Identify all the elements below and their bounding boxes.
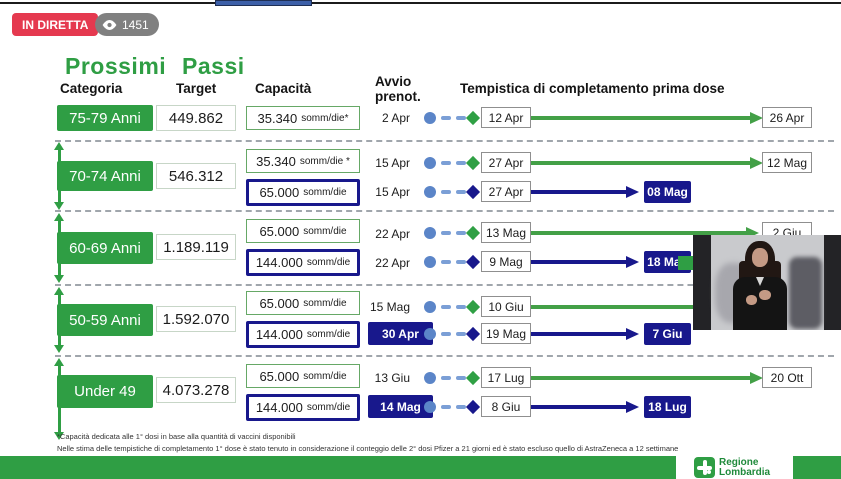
capacity-box: 65.000 somm/die xyxy=(246,291,360,315)
milestone-date: 13 Mag xyxy=(481,222,531,243)
milestone-date: 9 Mag xyxy=(481,251,531,272)
column-header-target: Target xyxy=(176,81,217,96)
end-date-highlighted: 7 Giu xyxy=(644,323,691,345)
viewer-count: 1451 xyxy=(122,17,149,32)
viewer-count-badge: 1451 xyxy=(95,13,159,36)
video-letterbox-right xyxy=(824,235,841,330)
capacity-box: 144.000 somm/die xyxy=(246,394,360,421)
capacity-box: 65.000 somm/die xyxy=(246,219,360,243)
footnote-2: Nelle stima delle tempistiche di complet… xyxy=(57,444,679,453)
milestone-date: 19 Mag xyxy=(481,323,531,344)
row-separator xyxy=(55,284,834,286)
capacity-box: 35.340 somm/die * xyxy=(246,149,360,173)
column-header-capacita: Capacità xyxy=(255,81,312,96)
capacity-box: 65.000 somm/die xyxy=(246,364,360,388)
target-box: 4.073.278 xyxy=(156,377,236,403)
avvio-date: 2 Apr xyxy=(381,111,410,125)
interpreter-video-overlay[interactable] xyxy=(693,235,841,330)
logo-text: Regione Lombardia xyxy=(719,456,771,478)
background-shadow xyxy=(789,257,822,329)
avvio-date-highlighted: 30 Apr xyxy=(368,322,433,345)
capacity-box: 144.000 somm/die xyxy=(246,321,360,348)
milestone-date: 12 Apr xyxy=(481,107,531,128)
milestone-date: 10 Giu xyxy=(481,296,531,317)
target-box: 1.189.119 xyxy=(156,234,236,260)
capacity-box: 35.340 somm/die* xyxy=(246,106,360,130)
avvio-date: 13 Giu xyxy=(374,371,410,385)
occluded-slide-element xyxy=(678,256,694,270)
column-header-categoria: Categoria xyxy=(60,81,123,96)
category-box-75-79: 75-79 Anni xyxy=(57,105,153,131)
column-header-avvio: Avvio prenot. xyxy=(375,74,421,104)
player-top-border xyxy=(0,2,841,4)
row-separator xyxy=(55,355,834,357)
milestone-date: 27 Apr xyxy=(481,181,531,202)
avvio-date: 15 Mag xyxy=(369,300,410,314)
eye-icon xyxy=(102,19,117,31)
capacity-box: 144.000 somm/die xyxy=(246,249,360,276)
live-badge-label: IN DIRETTA xyxy=(22,17,89,32)
category-box-under-49: Under 49 xyxy=(57,375,153,408)
end-date: 12 Mag xyxy=(762,152,812,173)
category-box-50-59: 50-59 Anni xyxy=(57,304,153,336)
avvio-date: 22 Apr xyxy=(375,256,410,270)
live-badge: IN DIRETTA xyxy=(12,13,99,36)
avvio-date: 15 Apr xyxy=(375,185,410,199)
milestone-date: 8 Giu xyxy=(481,396,531,417)
avvio-date: 22 Apr xyxy=(375,227,410,241)
row-separator xyxy=(55,210,834,212)
category-box-60-69: 60-69 Anni xyxy=(57,232,153,264)
end-date: 26 Apr xyxy=(762,107,812,128)
target-box: 546.312 xyxy=(156,163,236,189)
milestone-date: 17 Lug xyxy=(481,367,531,388)
end-date-highlighted: 18 Lug xyxy=(644,396,691,418)
progress-bar[interactable] xyxy=(215,0,312,6)
video-letterbox-left xyxy=(693,235,711,330)
end-date-highlighted: 08 Mag xyxy=(644,181,691,203)
row-separator xyxy=(55,140,834,142)
column-header-tempistica: Tempistica di completamento prima dose xyxy=(460,81,725,96)
capacity-box: 65.000 somm/die xyxy=(246,179,360,206)
end-date: 20 Ott xyxy=(762,367,812,388)
target-box: 1.592.070 xyxy=(156,306,236,332)
regione-lombardia-logo: Regione Lombardia xyxy=(694,457,770,478)
avvio-date: 15 Apr xyxy=(375,156,410,170)
avvio-date-highlighted: 14 Mag xyxy=(368,395,433,418)
milestone-date: 27 Apr xyxy=(481,152,531,173)
footer-bar-left xyxy=(0,456,676,479)
slide-title: Prossimi Passi xyxy=(65,53,245,79)
category-box-70-74: 70-74 Anni xyxy=(57,161,153,191)
target-box: 449.862 xyxy=(156,105,236,131)
footnote-1: *Capacità dedicata alle 1° dosi in base … xyxy=(57,432,296,441)
footer-bar-right xyxy=(793,456,841,479)
rosa-camuna-logo-icon xyxy=(694,457,715,478)
